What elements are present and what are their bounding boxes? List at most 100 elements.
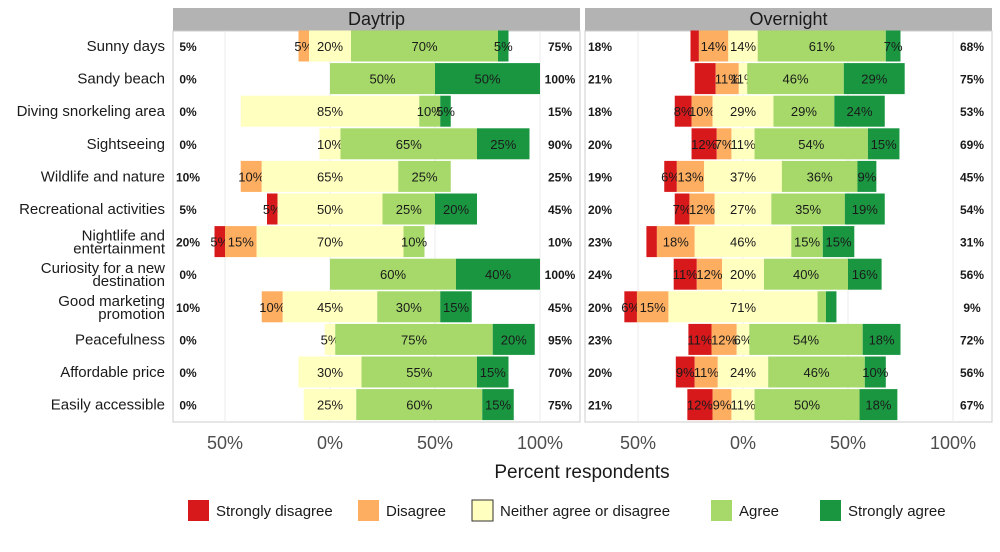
bar-segment-agree	[817, 291, 826, 323]
bar-value-label: 24%	[730, 365, 756, 380]
agree-total-label: 45%	[960, 170, 984, 184]
bar-segment-agree	[749, 323, 863, 355]
bar-value-label: 70%	[411, 39, 437, 54]
bar-segment-agree	[791, 226, 823, 258]
bar-segment-agree	[764, 258, 848, 290]
agree-total-label: 45%	[548, 301, 572, 315]
disagree-total-label: 20%	[588, 203, 612, 217]
bar-value-label: 19%	[852, 202, 878, 217]
bar-segment-strongly-agree	[844, 193, 885, 225]
bar-segment-strongly-disagree	[675, 356, 695, 388]
bar-value-label: 10%	[401, 235, 427, 250]
bar-value-label: 7%	[884, 39, 903, 54]
bar-value-label: 46%	[782, 72, 808, 87]
bar-value-label: 35%	[795, 202, 821, 217]
disagree-total-label: 0%	[179, 366, 197, 380]
legend-label: Neither agree or disagree	[500, 503, 670, 520]
bar-segment-agree	[330, 258, 456, 290]
disagree-total-label: 0%	[179, 105, 197, 119]
bar-segment-agree	[773, 95, 835, 127]
legend-label: Strongly agree	[848, 503, 946, 520]
bar-value-label: 12%	[691, 137, 717, 152]
disagree-total-label: 0%	[179, 399, 197, 413]
bar-value-label: 30%	[317, 365, 343, 380]
bar-value-label: 8%	[674, 104, 693, 119]
disagree-total-label: 23%	[588, 236, 612, 250]
bar-segment-neither-agree-or-disagree	[298, 356, 362, 388]
bar-segment-agree	[377, 291, 441, 323]
bar-segment-agree	[757, 30, 886, 62]
category-label: Curiosity for a new	[41, 260, 165, 277]
bar-segment-agree	[747, 63, 844, 95]
category-label: Recreational activities	[19, 201, 165, 218]
bar-segment-strongly-disagree	[664, 160, 677, 192]
bar-segment-disagree	[240, 160, 262, 192]
bar-segment-strongly-agree	[834, 95, 885, 127]
bar-value-label: 11%	[673, 267, 698, 282]
disagree-total-label: 0%	[179, 268, 197, 282]
bar-value-label: 50%	[369, 72, 395, 87]
x-axis-title: Percent respondents	[494, 462, 669, 483]
bar-value-label: 10%	[238, 169, 264, 184]
category-label: Sunny days	[87, 38, 165, 55]
category-label: Sandy beach	[77, 71, 165, 88]
x-tick-label: 50%	[417, 433, 453, 453]
bar-value-label: 6%	[621, 300, 640, 315]
bar-value-label: 18%	[865, 398, 891, 413]
bar-segment-strongly-disagree	[646, 226, 657, 258]
bar-value-label: 9%	[858, 169, 877, 184]
bar-segment-agree	[403, 226, 425, 258]
bar-segment-neither-agree-or-disagree	[256, 226, 404, 258]
bar-segment-disagree	[711, 323, 737, 355]
bar-value-label: 9%	[676, 365, 695, 380]
bar-segment-disagree	[656, 226, 695, 258]
bar-segment-strongly-agree	[498, 30, 509, 62]
agree-total-label: 90%	[548, 138, 572, 152]
agree-total-label: 9%	[963, 301, 981, 315]
category-label: Good marketing	[58, 293, 165, 310]
bar-segment-strongly-agree	[435, 193, 477, 225]
bar-value-label: 20%	[317, 39, 343, 54]
bar-segment-strongly-disagree	[214, 226, 225, 258]
bar-segment-agree	[398, 160, 451, 192]
bar-segment-strongly-agree	[862, 323, 901, 355]
bar-segment-agree	[382, 193, 435, 225]
agree-total-label: 100%	[545, 73, 576, 87]
bar-segment-neither-agree-or-disagree	[738, 63, 748, 95]
bar-value-label: 65%	[396, 137, 422, 152]
x-tick-label: 0%	[730, 433, 756, 453]
bar-segment-agree	[361, 356, 477, 388]
bar-segment-agree	[781, 160, 858, 192]
bar-value-label: 12%	[687, 398, 713, 413]
bar-value-label: 13%	[677, 169, 703, 184]
bar-segment-strongly-agree	[492, 323, 535, 355]
bar-value-label: 65%	[317, 169, 343, 184]
bar-segment-agree	[330, 63, 435, 95]
bar-segment-strongly-agree	[848, 258, 882, 290]
category-label-line2: destination	[92, 273, 165, 290]
agree-total-label: 45%	[548, 203, 572, 217]
bar-segment-strongly-disagree	[267, 193, 278, 225]
agree-total-label: 95%	[548, 333, 572, 347]
bar-value-label: 50%	[794, 398, 820, 413]
disagree-total-label: 20%	[176, 236, 200, 250]
bar-segment-strongly-agree	[477, 356, 509, 388]
bar-value-label: 29%	[861, 72, 887, 87]
bar-value-label: 18%	[663, 235, 689, 250]
bar-segment-strongly-agree	[440, 291, 472, 323]
bar-value-label: 5%	[436, 104, 455, 119]
bar-value-label: 55%	[406, 365, 432, 380]
bar-segment-strongly-agree	[482, 389, 514, 421]
bar-value-label: 11%	[687, 332, 712, 347]
bar-value-label: 9%	[713, 398, 732, 413]
bar-value-label: 25%	[317, 398, 343, 413]
bar-value-label: 12%	[711, 332, 737, 347]
bar-segment-strongly-disagree	[694, 63, 716, 95]
bar-segment-agree	[754, 389, 860, 421]
disagree-total-label: 0%	[179, 333, 197, 347]
bar-segment-agree	[340, 128, 477, 160]
legend-swatch	[820, 500, 841, 521]
disagree-total-label: 10%	[176, 170, 200, 184]
bar-segment-neither-agree-or-disagree	[717, 356, 769, 388]
